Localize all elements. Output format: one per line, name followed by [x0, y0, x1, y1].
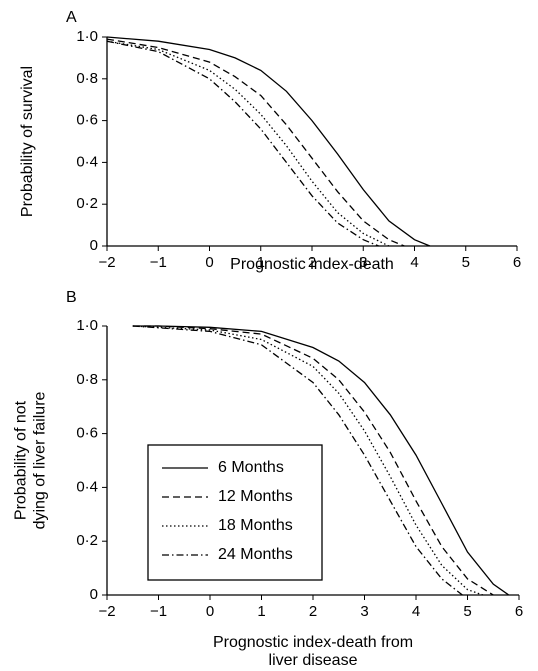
series-line [132, 325, 463, 596]
y-tick-label: 0·4 [76, 153, 98, 170]
series-line [106, 36, 431, 247]
x-axis-label: liver disease [269, 652, 358, 669]
series-line [132, 325, 510, 596]
y-axis-label: dying of liver failure [32, 391, 49, 529]
x-tick-label: −1 [150, 603, 167, 620]
x-tick-label: 6 [513, 254, 521, 271]
y-axis-label: Probability of not [13, 400, 30, 520]
panel: B 0 0·2 0·4 0·6 0·8 1·0 −2 −1 0 1 2 3 4 5 6 Prognostic i… [13, 289, 523, 669]
y-tick-label: 0 [90, 586, 98, 603]
y-tick-label: 0 [90, 237, 98, 254]
legend-label: 24 Months [218, 546, 293, 563]
series-line [132, 325, 494, 596]
y-tick-label: 1·0 [76, 28, 98, 45]
y-tick-label: 0·2 [76, 532, 98, 549]
x-tick-label: 2 [309, 603, 317, 620]
legend: 6 Months 12 Months 18 Months 24 Months [147, 444, 323, 581]
series-line [132, 325, 484, 596]
x-tick-label: 2 [308, 254, 316, 271]
y-tick-label: 0·2 [76, 195, 98, 212]
panel-label: B [66, 289, 77, 306]
legend-label: 18 Months [218, 517, 293, 534]
y-tick-label: 0·4 [76, 478, 98, 495]
series-line [106, 38, 405, 247]
panel-label: A [66, 9, 77, 26]
legend-label: 12 Months [218, 488, 293, 505]
x-tick-label: −2 [98, 603, 115, 620]
x-axis-label: Prognostic index-death [230, 256, 394, 273]
x-axis-label: Prognostic index-death from [213, 634, 413, 651]
y-tick-label: 1·0 [76, 317, 98, 334]
x-tick-label: −1 [150, 254, 167, 271]
y-tick-label: 0·6 [76, 425, 98, 442]
x-tick-label: 1 [257, 254, 265, 271]
x-tick-label: 3 [360, 603, 368, 620]
x-tick-label: 1 [257, 603, 265, 620]
x-tick-label: 4 [410, 254, 418, 271]
y-tick-label: 0·8 [76, 70, 98, 87]
x-tick-label: 6 [515, 603, 523, 620]
series-line [106, 40, 379, 247]
x-tick-label: −2 [98, 254, 115, 271]
panel: A 0 0·2 0·4 0·6 0·8 1·0 −2 −1 0 1 2 3 4 5 6 Prognostic i… [19, 9, 521, 273]
y-tick-label: 0·8 [76, 371, 98, 388]
legend-label: 6 Months [218, 459, 284, 476]
x-tick-label: 5 [462, 254, 470, 271]
x-tick-label: 0 [205, 254, 213, 271]
series-line [106, 40, 390, 247]
y-tick-label: 0·6 [76, 112, 98, 129]
x-tick-label: 4 [412, 603, 420, 620]
y-axis-label: Probability of survival [19, 66, 36, 217]
x-tick-label: 5 [463, 603, 471, 620]
x-tick-label: 0 [206, 603, 214, 620]
x-tick-label: 3 [359, 254, 367, 271]
